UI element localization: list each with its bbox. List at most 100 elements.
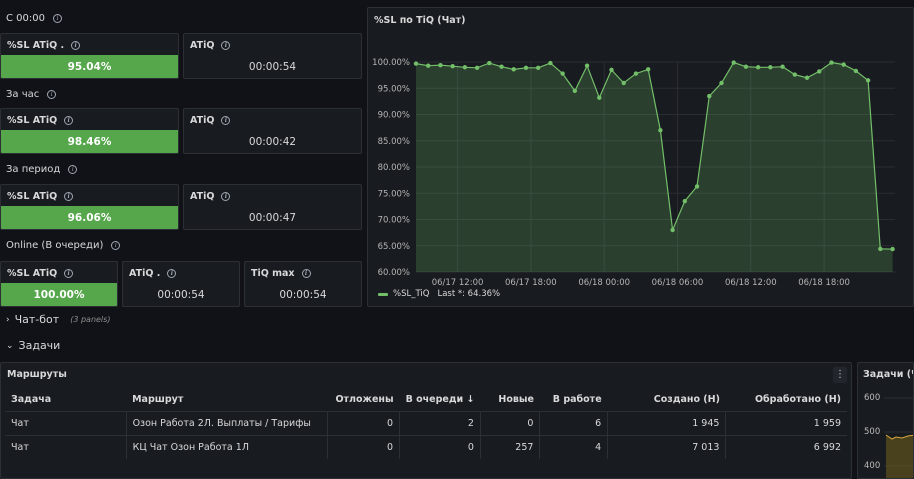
data-point	[804, 75, 810, 80]
routes-table-panel[interactable]: Маршруты ⋮ Задача Маршрут Отложены В оче…	[0, 362, 852, 479]
panel-menu-icon[interactable]: ⋮	[833, 367, 847, 383]
stat-panel-atiq-today[interactable]: ATiQ i 00:00:54	[183, 33, 362, 79]
stat-panel-atiq-period[interactable]: ATiQ i 00:00:47	[183, 184, 362, 230]
table-cell: Озон Работа 2Л. Выплаты / Тарифы	[125, 410, 328, 435]
info-icon[interactable]: i	[64, 116, 74, 125]
info-icon[interactable]: i	[68, 165, 78, 174]
section-title-label: С 00:00	[6, 13, 45, 24]
y-tick-label: 60.00%	[378, 268, 410, 278]
tasks-chart-panel[interactable]: Задачи (Ча 600 500 400	[857, 362, 914, 479]
data-point	[511, 67, 516, 72]
data-point	[413, 61, 419, 66]
legend-swatch	[378, 292, 388, 296]
y-tick-label: 65.00%	[378, 242, 410, 252]
panel-title: ATiQ	[190, 40, 215, 51]
panel-title: Задачи (Ча	[863, 369, 913, 380]
stat-value: 00:00:54	[279, 288, 327, 301]
info-icon[interactable]: i	[221, 41, 231, 50]
data-point	[792, 72, 798, 77]
table-cell: 6	[539, 410, 608, 435]
section-title-label: За час	[6, 89, 40, 100]
chart-legend[interactable]: %SL_TiQ Last *: 64.36%	[378, 289, 500, 299]
info-icon[interactable]: i	[301, 269, 311, 278]
table-row[interactable]: Чат Озон Работа 2Л. Выплаты / Тарифы 0 2…	[5, 410, 847, 435]
row-label: Задачи	[18, 339, 61, 352]
section-title-online: Online (В очереди) i	[6, 240, 121, 251]
panel-title: ATiQ	[190, 115, 215, 126]
info-icon[interactable]: i	[71, 41, 81, 50]
stat-panel-atiq-hour[interactable]: ATiQ i 00:00:42	[183, 108, 362, 154]
series-line	[415, 61, 893, 250]
table-cell: 6 992	[725, 434, 847, 459]
data-point	[597, 95, 602, 100]
table-cell: 0	[327, 410, 400, 435]
data-point	[853, 68, 859, 74]
data-point	[621, 80, 626, 86]
data-point	[780, 64, 785, 69]
info-icon[interactable]: i	[221, 192, 231, 201]
column-header[interactable]: В работе	[552, 393, 602, 405]
stat-panel-sl-atiq-period[interactable]: %SL ATiQ i 96.06%	[0, 184, 179, 230]
y-tick-label: 100.00%	[372, 58, 410, 68]
info-icon[interactable]: i	[167, 269, 177, 278]
table-cell: 0	[479, 410, 540, 435]
column-header[interactable]: Маршрут	[132, 393, 184, 405]
x-tick-label: 06/18 06:00	[652, 278, 704, 288]
data-point	[499, 64, 504, 69]
data-point	[768, 65, 773, 70]
data-point	[890, 246, 895, 252]
table-row[interactable]: Чат КЦ Чат Озон Работа 1Л 0 0 257 4 7 01…	[5, 434, 847, 459]
data-point	[670, 227, 675, 233]
row-header-chatbot[interactable]: › Чат-бот (3 panels)	[6, 313, 110, 326]
data-point	[865, 78, 871, 83]
stat-panel-sl-atiq-online[interactable]: %SL ATiQ i 100.00%	[0, 261, 118, 307]
section-title-label: За период	[6, 164, 61, 175]
data-point	[682, 198, 688, 204]
data-point	[450, 64, 455, 69]
y-tick-label: 600	[864, 393, 881, 403]
stat-panel-sl-atiq-hour[interactable]: %SL ATiQ i 98.46%	[0, 108, 179, 154]
column-header[interactable]: Новые	[498, 393, 534, 405]
info-icon[interactable]: i	[221, 116, 231, 125]
tasks-chart-fragment	[884, 397, 913, 478]
row-label: Чат-бот	[14, 313, 60, 326]
data-point	[633, 71, 639, 76]
data-point	[755, 65, 761, 70]
column-header[interactable]: Отложены	[335, 393, 394, 405]
info-icon[interactable]: i	[64, 192, 74, 201]
data-point	[572, 88, 578, 94]
stat-panel-atiq-online[interactable]: ATiQ . i 00:00:54	[122, 261, 240, 307]
legend-last-value: Last *: 64.36%	[437, 289, 501, 299]
data-point	[719, 80, 724, 86]
table-cell: 7 013	[607, 434, 726, 459]
column-header[interactable]: Обработано (Н)	[754, 393, 841, 405]
stat-value: 00:00:54	[157, 288, 205, 301]
x-tick-label: 06/18 00:00	[578, 278, 630, 288]
info-icon[interactable]: i	[111, 241, 121, 250]
data-point	[743, 64, 749, 69]
stat-value: 100.00%	[1, 283, 117, 306]
stat-value: 00:00:42	[248, 135, 297, 148]
info-icon[interactable]: i	[64, 269, 74, 278]
info-icon[interactable]: i	[52, 14, 62, 23]
row-header-tasks[interactable]: ⌄ Задачи	[6, 339, 60, 352]
column-header-sorted[interactable]: В очереди ↓	[405, 393, 475, 405]
data-point	[841, 62, 846, 67]
chevron-right-icon: ›	[6, 314, 10, 325]
chevron-down-icon: ⌄	[6, 340, 14, 351]
column-header[interactable]: Задача	[11, 393, 52, 405]
data-point	[560, 71, 565, 76]
stat-panel-sl-atiq-today[interactable]: %SL ATiQ . i 95.04%	[0, 33, 179, 79]
column-header[interactable]: Создано (Н)	[653, 393, 720, 405]
y-tick-label: 75.00%	[378, 189, 410, 199]
chart-panel-sl-tiq[interactable]: %SL по TiQ (Чат) 60.00% 65.00% 70.00% 75.00…	[367, 7, 914, 307]
stat-value: 00:00:54	[248, 60, 297, 73]
stat-panel-tiq-max[interactable]: TiQ max i 00:00:54	[244, 261, 362, 307]
table-cell: 0	[399, 434, 481, 459]
panel-title: TiQ max	[251, 268, 295, 279]
stat-value: 96.06%	[1, 206, 178, 229]
x-tick-label: 06/18 12:00	[725, 278, 777, 288]
data-point	[817, 69, 822, 74]
info-icon[interactable]: i	[47, 90, 57, 99]
table-cell: Чат	[5, 410, 127, 435]
